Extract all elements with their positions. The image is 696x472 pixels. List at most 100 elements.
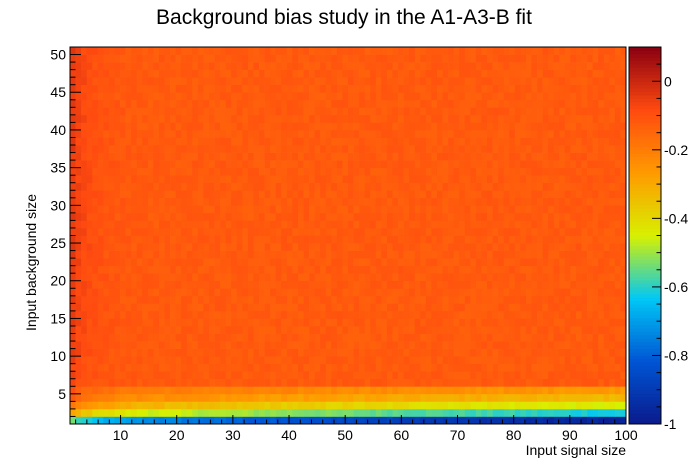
heatmap-cell — [487, 393, 493, 402]
heatmap-cell — [598, 197, 605, 206]
heatmap-cell — [314, 386, 321, 395]
heatmap-cell — [275, 280, 282, 289]
heatmap-cell — [281, 77, 288, 86]
heatmap-cell — [136, 114, 143, 123]
heatmap-cell — [314, 122, 321, 131]
heatmap-cell — [553, 333, 560, 342]
heatmap-cell — [164, 310, 171, 319]
heatmap-cell — [603, 273, 610, 282]
heatmap-cell — [481, 243, 488, 251]
heatmap-cell — [292, 310, 299, 319]
heatmap-cell — [259, 386, 265, 395]
heatmap-cell — [553, 69, 560, 78]
heatmap-cell — [620, 371, 627, 380]
heatmap-cell — [75, 341, 82, 349]
heatmap-cell — [275, 295, 282, 304]
heatmap-cell — [348, 54, 354, 63]
heatmap-cell — [442, 84, 449, 93]
heatmap-cell — [97, 333, 104, 342]
heatmap-cell — [559, 84, 566, 93]
heatmap-cell — [225, 92, 232, 101]
heatmap-cell — [192, 250, 199, 259]
heatmap-cell — [598, 265, 605, 274]
heatmap-cell — [97, 288, 104, 297]
heatmap-cell — [331, 273, 338, 282]
heatmap-cell — [136, 235, 143, 244]
heatmap-cell — [281, 265, 288, 274]
heatmap-cell — [203, 99, 210, 108]
heatmap-cell — [147, 280, 154, 289]
heatmap-cell — [309, 129, 315, 138]
heatmap-cell — [603, 152, 610, 161]
heatmap-cell — [325, 341, 332, 349]
heatmap-cell — [553, 258, 560, 267]
heatmap-cell — [225, 197, 232, 206]
heatmap-cell — [192, 273, 199, 282]
heatmap-cell — [181, 107, 188, 116]
heatmap-cell — [181, 310, 188, 319]
heatmap-cell — [247, 137, 254, 146]
heatmap-cell — [114, 288, 121, 297]
heatmap-cell — [225, 107, 232, 116]
heatmap-cell — [342, 408, 349, 417]
heatmap-cell — [264, 401, 271, 410]
heatmap-cell — [442, 99, 449, 108]
heatmap-cell — [164, 84, 171, 93]
heatmap-cell — [392, 318, 399, 327]
heatmap-cell — [314, 145, 321, 153]
heatmap-cell — [353, 152, 360, 161]
heatmap-cell — [331, 122, 338, 131]
heatmap-cell — [537, 393, 543, 402]
heatmap-cell — [142, 137, 149, 146]
heatmap-cell — [503, 363, 510, 372]
heatmap-cell — [592, 295, 599, 304]
heatmap-cell — [231, 197, 238, 206]
heatmap-cell — [448, 175, 454, 184]
heatmap-cell — [81, 220, 88, 229]
heatmap-cell — [259, 371, 265, 380]
heatmap-cell — [442, 333, 449, 342]
heatmap-cell — [409, 84, 416, 93]
heatmap-cell — [236, 318, 243, 327]
heatmap-cell — [603, 62, 610, 70]
heatmap-cell — [448, 408, 454, 417]
heatmap-cell — [108, 288, 115, 297]
heatmap-cell — [175, 288, 182, 297]
heatmap-cell — [575, 129, 582, 138]
heatmap-cell — [492, 77, 499, 86]
heatmap-cell — [487, 258, 493, 267]
heatmap-cell — [259, 62, 265, 70]
heatmap-cell — [314, 303, 321, 312]
heatmap-cell — [603, 243, 610, 251]
heatmap-cell — [209, 54, 215, 63]
heatmap-cell — [392, 114, 399, 123]
heatmap-cell — [186, 401, 193, 410]
heatmap-cell — [503, 122, 510, 131]
heatmap-cell — [203, 295, 210, 304]
heatmap-cell — [342, 205, 349, 214]
heatmap-cell — [86, 175, 93, 184]
heatmap-cell — [375, 280, 382, 289]
heatmap-cell — [559, 258, 566, 267]
heatmap-cell — [509, 303, 516, 312]
heatmap-cell — [147, 243, 154, 251]
heatmap-cell — [587, 310, 593, 319]
heatmap-cell — [247, 280, 254, 289]
heatmap-cell — [70, 205, 76, 214]
heatmap-cell — [442, 303, 449, 312]
heatmap-cell — [181, 175, 188, 184]
heatmap-cell — [503, 386, 510, 395]
heatmap-cell — [336, 47, 343, 55]
heatmap-cell — [259, 333, 265, 342]
heatmap-cell — [498, 303, 505, 312]
heatmap-cell — [225, 356, 232, 365]
heatmap-cell — [542, 393, 549, 402]
heatmap-cell — [570, 145, 577, 153]
heatmap-cell — [297, 77, 304, 86]
heatmap-cell — [253, 288, 260, 297]
heatmap-cell — [381, 265, 388, 274]
heatmap-cell — [364, 235, 371, 244]
heatmap-cell — [75, 182, 82, 191]
heatmap-cell — [292, 175, 299, 184]
heatmap-cell — [297, 280, 304, 289]
